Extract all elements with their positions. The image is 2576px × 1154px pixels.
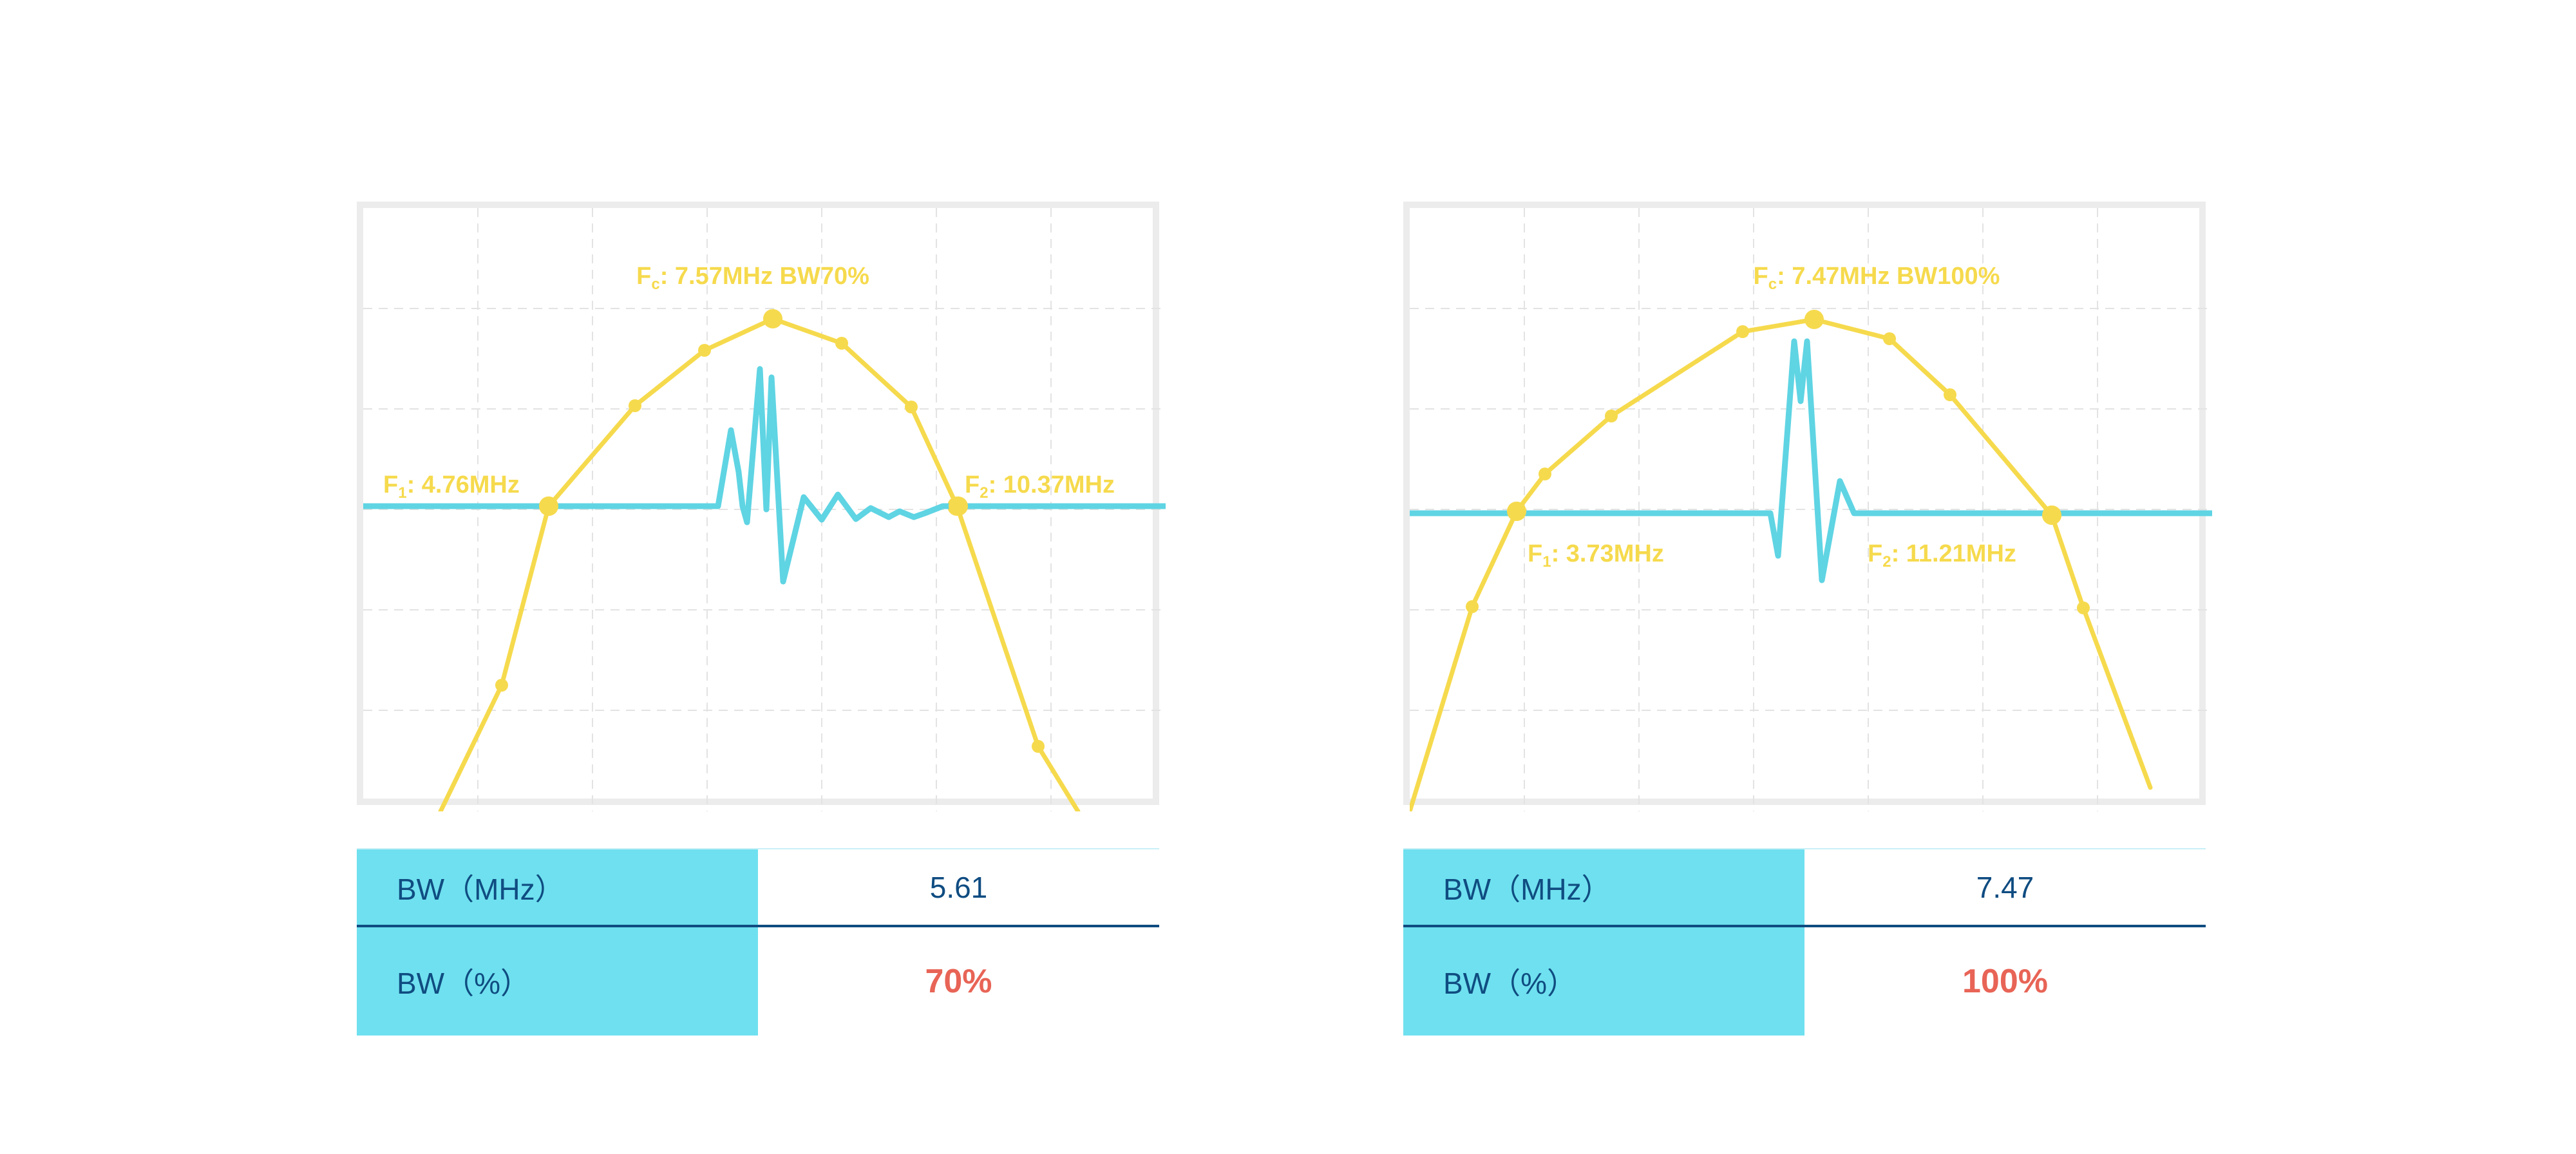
svg-text:F1: 3.73MHz: F1: 3.73MHz: [1528, 540, 1664, 571]
svg-text:Fc: 7.57MHz BW70%: Fc: 7.57MHz BW70%: [636, 263, 869, 293]
svg-text:Fc: 7.47MHz BW100%: Fc: 7.47MHz BW100%: [1754, 263, 2000, 293]
svg-text:F2: 11.21MHz: F2: 11.21MHz: [1868, 540, 2016, 571]
svg-text:F1: 4.76MHz: F1: 4.76MHz: [383, 471, 520, 502]
svg-text:F2: 10.37MHz: F2: 10.37MHz: [965, 471, 1115, 502]
